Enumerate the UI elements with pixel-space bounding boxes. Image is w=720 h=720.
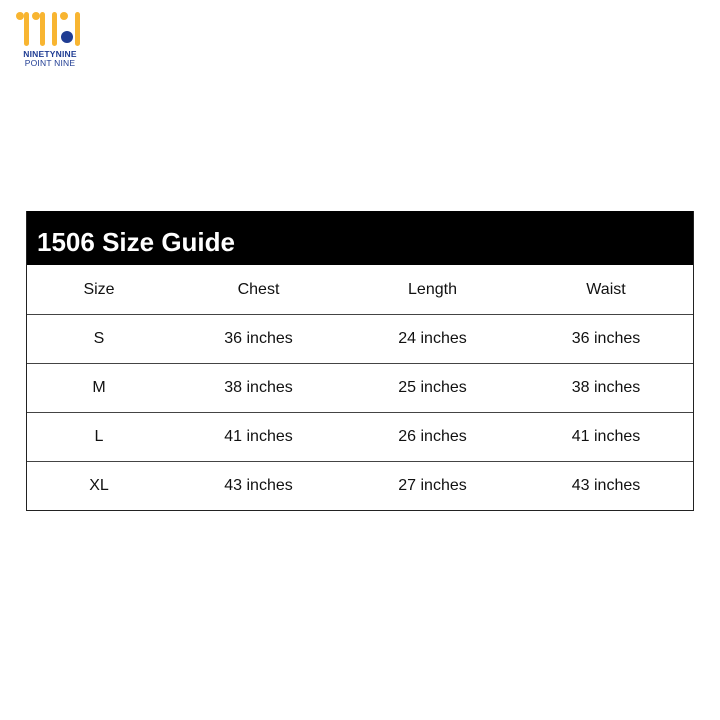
cell-waist: 43 inches [571, 477, 641, 494]
table-row: M 38 inches 25 inches 38 inches [27, 363, 693, 412]
logo-text-line2: POINT NINE [24, 58, 76, 68]
cell-length: 25 inches [398, 379, 467, 396]
table-row: S 36 inches 24 inches 36 inches [27, 314, 693, 363]
table-row: L 41 inches 26 inches 41 inches [27, 412, 693, 461]
cell-size: L [94, 428, 104, 445]
cell-chest: 43 inches [224, 477, 293, 494]
table-row: XL 43 inches 27 inches 43 inches [27, 461, 693, 510]
cell-waist: 36 inches [571, 330, 641, 347]
header-waist: Waist [586, 280, 626, 298]
cell-chest: 41 inches [224, 428, 293, 445]
brand-logo: NINETYNINE POINT NINE [14, 8, 86, 70]
logo-mark-icon [16, 12, 80, 46]
header-chest: Chest [237, 280, 280, 298]
cell-size: S [93, 330, 105, 347]
cell-length: 24 inches [398, 330, 467, 347]
cell-size: M [92, 379, 106, 396]
cell-length: 27 inches [398, 477, 467, 494]
table-header-row: Size Chest Length Waist [27, 265, 693, 314]
cell-waist: 41 inches [571, 428, 641, 445]
header-length: Length [408, 280, 457, 298]
header-size: Size [83, 280, 115, 298]
cell-waist: 38 inches [571, 379, 641, 396]
logo-text-line1: NINETYNINE [23, 49, 77, 59]
cell-length: 26 inches [398, 428, 467, 445]
size-guide-table: 1506 Size Guide Size Chest Length Waist … [26, 211, 694, 511]
cell-chest: 38 inches [224, 379, 293, 396]
cell-chest: 36 inches [224, 330, 293, 347]
cell-size: XL [89, 477, 109, 494]
table-title: 1506 Size Guide [27, 211, 693, 265]
